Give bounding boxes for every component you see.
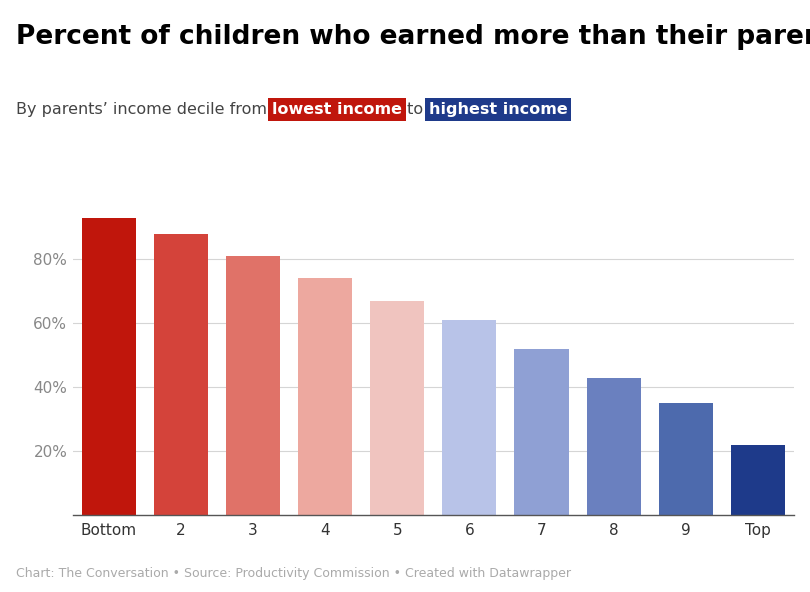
Text: Percent of children who earned more than their parents: Percent of children who earned more than… — [16, 24, 810, 50]
Bar — [370, 301, 424, 515]
Text: By parents’ income decile from: By parents’ income decile from — [16, 102, 272, 117]
Text: highest income: highest income — [428, 102, 567, 117]
Bar — [514, 349, 569, 515]
Text: lowest income: lowest income — [272, 102, 403, 117]
Bar — [659, 403, 713, 515]
Text: to: to — [403, 102, 428, 117]
Bar — [154, 234, 208, 515]
Bar — [586, 378, 641, 515]
Bar — [226, 256, 280, 515]
Bar — [731, 445, 785, 515]
Bar — [82, 218, 136, 515]
Text: Chart: The Conversation • Source: Productivity Commission • Created with Datawra: Chart: The Conversation • Source: Produc… — [16, 567, 571, 580]
Bar — [442, 320, 497, 515]
Bar — [298, 278, 352, 515]
